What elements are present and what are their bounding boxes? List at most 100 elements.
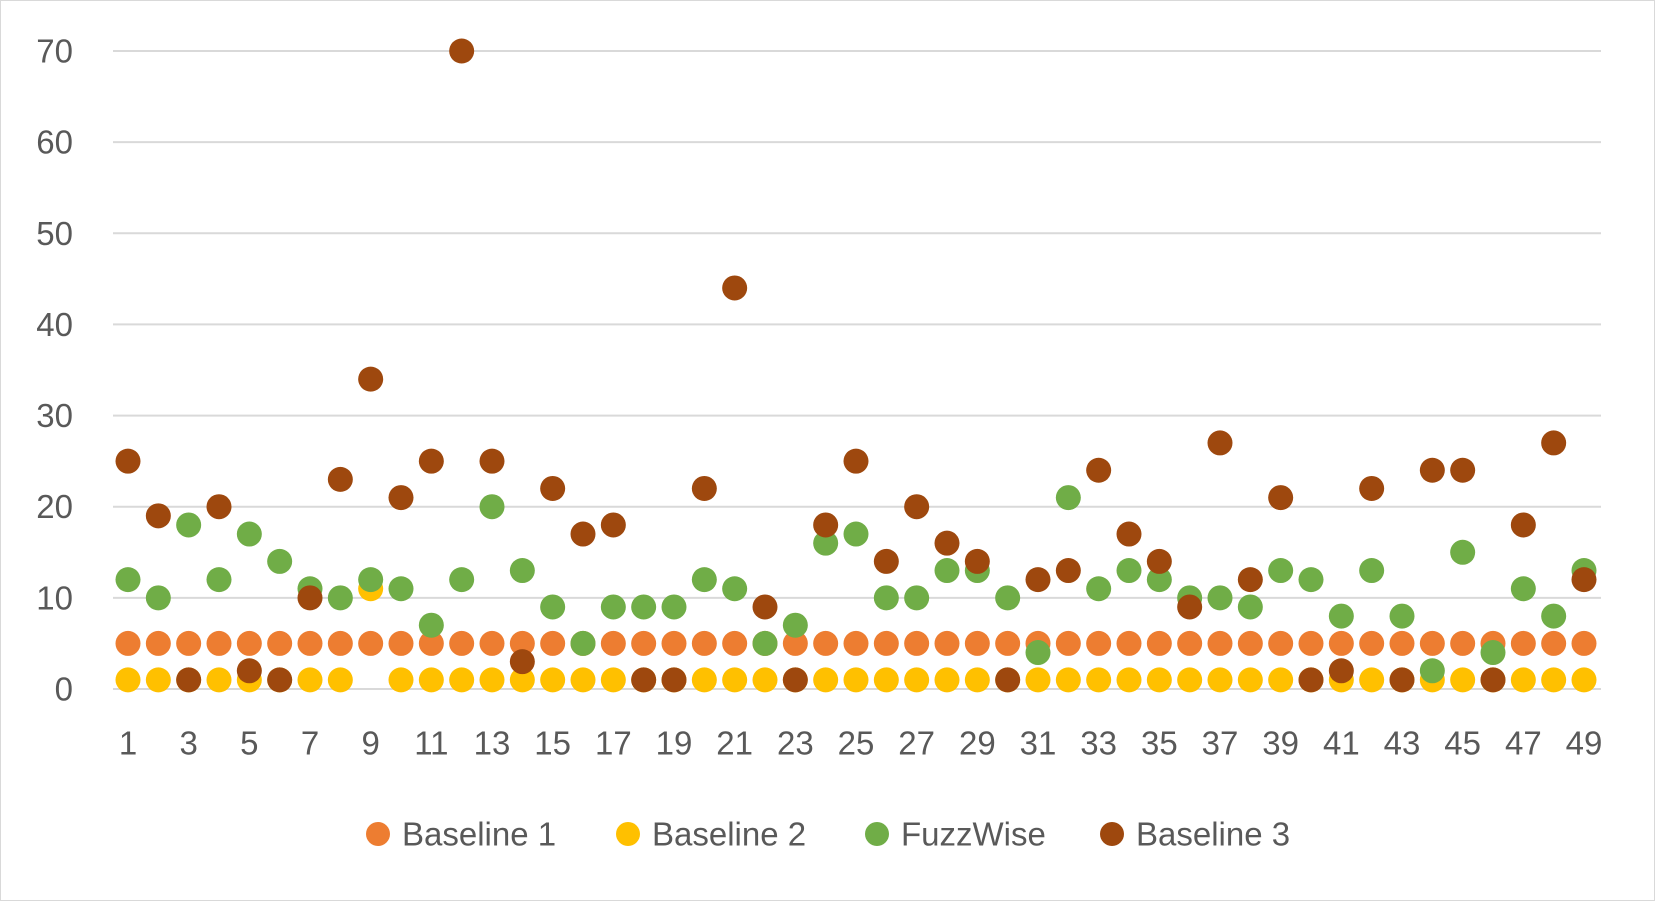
data-point (236, 630, 262, 656)
data-point (1237, 594, 1263, 620)
data-point (1207, 585, 1233, 611)
x-tick-label: 7 (301, 725, 319, 762)
data-point (449, 38, 475, 64)
data-point (388, 485, 414, 511)
data-point (1450, 667, 1476, 693)
data-point (540, 667, 566, 693)
y-tick-label: 60 (36, 124, 73, 161)
data-point (1268, 485, 1294, 511)
x-tick-label: 27 (898, 725, 935, 762)
data-point (661, 667, 687, 693)
data-point (691, 630, 717, 656)
data-point (115, 667, 141, 693)
data-point (600, 594, 626, 620)
data-point (509, 649, 535, 675)
data-point (1116, 558, 1142, 584)
data-point (570, 667, 596, 693)
data-point (1450, 630, 1476, 656)
data-point (782, 630, 808, 656)
data-point (600, 667, 626, 693)
legend-marker (616, 822, 640, 846)
data-point (145, 630, 171, 656)
data-point (206, 567, 232, 593)
data-point (1389, 603, 1415, 629)
data-point (873, 667, 899, 693)
data-point (327, 667, 353, 693)
data-point (843, 630, 869, 656)
legend-label: FuzzWise (901, 816, 1046, 853)
data-point (1541, 630, 1567, 656)
x-tick-label: 17 (595, 725, 632, 762)
data-point (1086, 630, 1112, 656)
data-point (1419, 630, 1445, 656)
data-point (873, 585, 899, 611)
data-point (327, 630, 353, 656)
data-point (479, 494, 505, 520)
data-point (1025, 640, 1051, 666)
data-point (206, 630, 232, 656)
x-tick-label: 11 (414, 725, 448, 762)
data-point (1359, 630, 1385, 656)
data-point (1237, 567, 1263, 593)
y-tick-label: 20 (36, 488, 73, 525)
data-point (1146, 567, 1172, 593)
data-point (145, 667, 171, 693)
data-point (358, 567, 384, 593)
data-point (1328, 630, 1354, 656)
data-point (995, 585, 1021, 611)
data-point (1510, 576, 1536, 602)
series-baseline-3 (115, 38, 1597, 693)
data-point (1055, 667, 1081, 693)
x-tick-label: 5 (240, 725, 258, 762)
data-point (1298, 667, 1324, 693)
data-point (1450, 539, 1476, 565)
data-point (722, 275, 748, 301)
legend-marker (865, 822, 889, 846)
data-point (600, 512, 626, 538)
x-tick-label: 39 (1262, 725, 1299, 762)
data-point (145, 503, 171, 529)
data-point (631, 630, 657, 656)
data-point (297, 585, 323, 611)
data-point (1480, 640, 1506, 666)
data-point (995, 667, 1021, 693)
data-point (176, 512, 202, 538)
x-tick-label: 33 (1080, 725, 1117, 762)
y-axis-tick-labels: 0 10 20 30 40 50 60 70 (36, 33, 73, 708)
data-point (1298, 567, 1324, 593)
data-point (540, 630, 566, 656)
y-tick-label: 40 (36, 306, 73, 343)
data-point (418, 448, 444, 474)
data-point (509, 667, 535, 693)
x-tick-label: 23 (777, 725, 814, 762)
data-point (449, 567, 475, 593)
data-point (1541, 667, 1567, 693)
data-point (691, 667, 717, 693)
data-point (1268, 667, 1294, 693)
data-point (782, 667, 808, 693)
y-tick-label: 0 (55, 671, 73, 708)
data-point (236, 521, 262, 547)
x-tick-label: 35 (1141, 725, 1178, 762)
data-point (1116, 667, 1142, 693)
data-point (449, 667, 475, 693)
legend-label: Baseline 1 (402, 816, 556, 853)
data-point (388, 630, 414, 656)
data-point (1298, 630, 1324, 656)
data-point (236, 658, 262, 684)
data-point (267, 630, 293, 656)
data-point (1389, 667, 1415, 693)
data-point (1359, 667, 1385, 693)
data-point (1146, 630, 1172, 656)
data-point (479, 630, 505, 656)
data-point (843, 448, 869, 474)
data-point (1419, 457, 1445, 483)
data-point (631, 667, 657, 693)
x-tick-label: 29 (959, 725, 996, 762)
x-tick-label: 45 (1444, 725, 1481, 762)
data-point (1541, 430, 1567, 456)
data-point (1055, 558, 1081, 584)
data-point (115, 567, 141, 593)
